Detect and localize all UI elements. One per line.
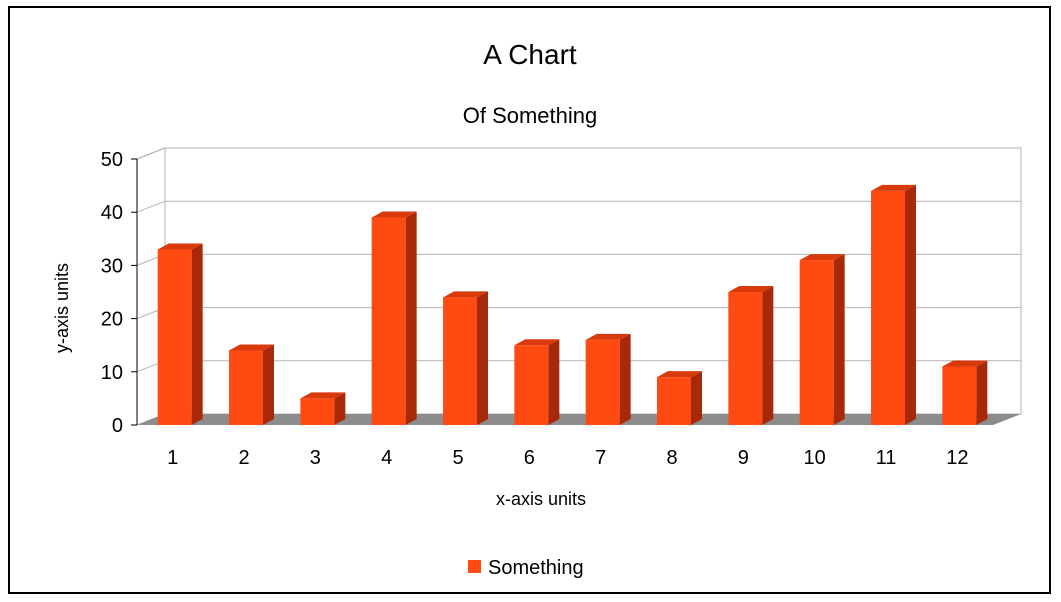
gridline-side xyxy=(136,200,166,213)
bar xyxy=(585,339,620,425)
bar-top xyxy=(871,184,916,191)
bar xyxy=(871,190,905,425)
x-tick-label: 7 xyxy=(595,447,606,469)
bar-top xyxy=(799,254,845,261)
x-tick-label: 11 xyxy=(876,447,897,469)
bar-side xyxy=(619,333,631,425)
bar xyxy=(942,366,977,425)
bar-top xyxy=(443,291,488,298)
x-tick-label: 9 xyxy=(738,447,749,469)
x-tick-label: 1 xyxy=(167,447,178,469)
bar-top xyxy=(585,333,631,340)
x-axis-label: x-axis units xyxy=(496,489,586,509)
x-tick-label: 12 xyxy=(946,447,968,469)
bar-side xyxy=(263,344,274,425)
bar xyxy=(657,377,691,425)
y-axis-label: y-axis units xyxy=(52,263,72,353)
bar-top xyxy=(371,211,417,218)
bar xyxy=(799,260,834,425)
bar-top xyxy=(229,344,274,351)
bar-side xyxy=(762,286,774,425)
bar-side xyxy=(833,254,845,425)
bar xyxy=(229,350,263,425)
bar-side xyxy=(691,371,702,425)
bar xyxy=(157,249,192,425)
y-tick-label: 30 xyxy=(101,255,123,277)
gridline-side xyxy=(136,147,166,160)
legend-swatch xyxy=(468,560,481,573)
chart-subtitle: Of Something xyxy=(463,103,598,128)
bar xyxy=(514,345,549,425)
x-tick-label: 10 xyxy=(804,447,826,469)
x-tick-label: 8 xyxy=(666,447,677,469)
bar-top xyxy=(300,392,346,399)
legend-label: Something xyxy=(488,557,584,579)
x-tick-label: 2 xyxy=(238,447,249,469)
legend: Something xyxy=(468,557,584,579)
x-tick-label: 5 xyxy=(452,447,463,469)
bar-top xyxy=(942,360,988,367)
y-tick-label: 10 xyxy=(101,362,123,384)
y-tick-label: 50 xyxy=(101,149,123,171)
bar xyxy=(300,398,335,425)
y-tick-label: 20 xyxy=(101,309,123,331)
x-tick-label: 3 xyxy=(310,447,321,469)
bar-top xyxy=(657,371,702,378)
y-tick-label: 0 xyxy=(112,415,123,437)
bar-side xyxy=(477,291,488,425)
bar xyxy=(728,292,763,425)
x-tick-label: 6 xyxy=(524,447,535,469)
bar xyxy=(371,217,406,425)
bar-side xyxy=(191,243,203,425)
bar-side xyxy=(334,392,346,425)
x-tick-label: 4 xyxy=(381,447,392,469)
bar-side xyxy=(905,184,916,425)
y-tick-label: 40 xyxy=(101,202,123,224)
bar-top xyxy=(514,339,560,346)
bar-side xyxy=(405,211,417,425)
bar-top xyxy=(728,286,774,292)
bar xyxy=(443,297,477,425)
chart-title: A Chart xyxy=(483,39,577,70)
bar-side xyxy=(548,339,560,425)
bar-top xyxy=(157,243,203,250)
bar-side xyxy=(976,360,988,425)
